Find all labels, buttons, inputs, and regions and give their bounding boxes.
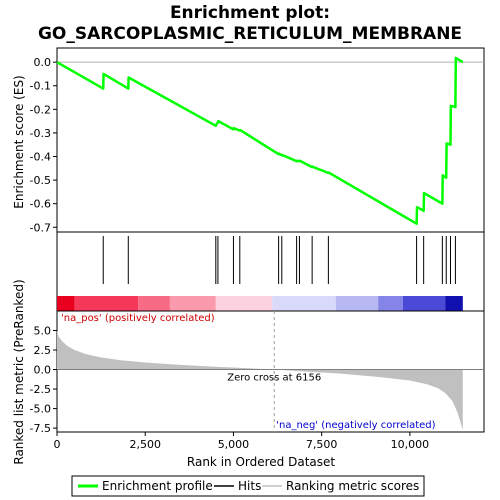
metric-y-tick-label: -5.0 <box>30 403 51 416</box>
color-bar-segment <box>335 296 379 311</box>
color-bar-segment <box>138 296 170 311</box>
es-y-tick-label: -0.1 <box>30 80 51 93</box>
x-tick-label: 2,500 <box>129 438 161 451</box>
chart-title-line2: GO_SARCOPLASMIC_RETICULUM_MEMBRANE <box>38 24 462 44</box>
legend-label: Hits <box>238 479 261 493</box>
es-y-tick-label: -0.6 <box>30 198 51 211</box>
es-y-tick-label: -0.5 <box>30 174 51 187</box>
color-bar-segment <box>74 296 139 311</box>
metric-y-tick-label: 5.0 <box>34 325 52 338</box>
es-y-tick-label: -0.3 <box>30 127 51 140</box>
es-y-tick-label: 0.0 <box>34 56 52 69</box>
chart-title-line1: Enrichment plot: <box>170 3 330 23</box>
hits-panel <box>56 231 485 312</box>
color-bar-segment <box>402 296 446 311</box>
x-axis-label: Rank in Ordered Dataset <box>187 455 335 469</box>
zero-cross-label: Zero cross at 6156 <box>227 373 321 384</box>
color-bar-segment <box>445 296 463 311</box>
enrichment-profile-line <box>56 56 464 225</box>
metric-y-tick-label: 0.0 <box>34 364 52 377</box>
legend-label: Enrichment profile <box>102 479 213 493</box>
legend-box <box>71 475 425 497</box>
metric-y-tick-label: -7.5 <box>30 422 51 435</box>
legend: Enrichment profile Hits Ranking metric sco… <box>71 475 425 497</box>
color-bar-segment <box>169 296 216 311</box>
es-y-tick-label: -0.4 <box>30 151 51 164</box>
metric-y-axis-label: Ranked list metric (PreRanked) <box>12 279 26 464</box>
es-plot-frame <box>56 47 485 233</box>
color-bar-segment <box>378 296 403 311</box>
na-neg-label: 'na_neg' (negatively correlated) <box>276 420 435 431</box>
color-bar-segment <box>215 296 273 311</box>
ranked-metric-panel: Zero cross at 6156 'na_pos' (positively c… <box>30 310 485 451</box>
color-bar-segment <box>57 296 75 311</box>
na-pos-label: 'na_pos' (positively correlated) <box>61 313 215 324</box>
x-tick-label: 5,000 <box>218 438 250 451</box>
legend-label: Ranking metric scores <box>286 479 419 493</box>
es-y-axis-label: Enrichment score (ES) <box>12 75 26 208</box>
es-y-tick-label: -0.2 <box>30 103 51 116</box>
es-y-tick-label: -0.7 <box>30 221 51 234</box>
metric-y-tick-label: -2.5 <box>30 383 51 396</box>
x-tick-label: 7,500 <box>306 438 338 451</box>
color-bar-segment <box>272 296 336 311</box>
x-tick-label: 10,000 <box>391 438 430 451</box>
metric-y-tick-label: 2.5 <box>34 344 52 357</box>
es-panel: 0.0 -0.1 -0.2 -0.3 -0.4 -0.5 -0.6 -0.7 <box>30 47 485 234</box>
x-tick-label: 0 <box>54 438 61 451</box>
